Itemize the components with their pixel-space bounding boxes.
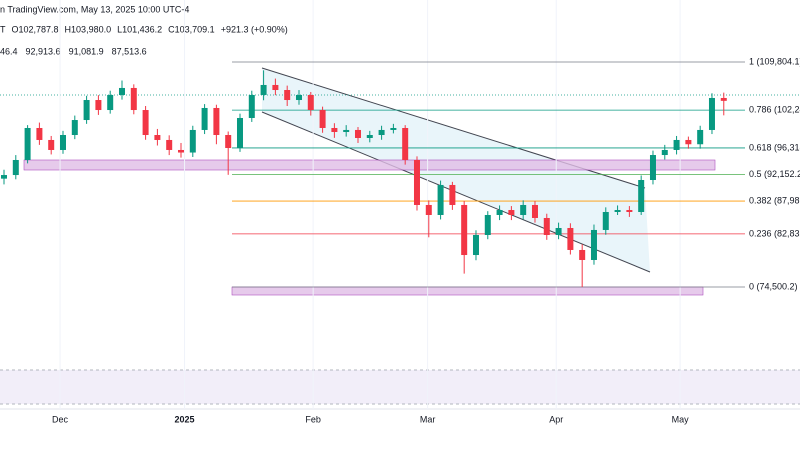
candle-body (48, 139, 55, 150)
candle-body (402, 127, 409, 160)
candle-body (649, 155, 656, 180)
candle-body (319, 110, 326, 128)
candle-body (24, 127, 31, 160)
ohlc-item: C103,709.1 (168, 24, 215, 34)
fib-label: 0.236 (82,832 (749, 228, 800, 238)
fib-label: 1 (109,804.1) (749, 56, 800, 66)
candle-body (354, 129, 361, 138)
candle-body (720, 97, 727, 101)
candle-body (59, 135, 66, 150)
ohlc-item: O102,787.8 (12, 24, 59, 34)
candle-body (225, 135, 232, 149)
x-tick-label: Mar (420, 414, 436, 424)
candle-body (472, 235, 479, 256)
candle-body (331, 127, 338, 133)
source: n TradingView.com, May 13, 2025 10:00 UT… (0, 4, 189, 14)
candle-body (95, 100, 102, 111)
zone (23, 159, 716, 171)
x-tick-label: 2025 (175, 414, 195, 424)
candle-body (71, 120, 78, 136)
candle-body (579, 249, 586, 260)
fib-label: 0.5 (92,152.2 (749, 169, 800, 179)
candle-body (508, 210, 515, 215)
plot: Dec 2025 Feb Mar Apr May 1 (109,804.1) 0.786 (1… (1, 0, 800, 424)
ohlc-item: L101,436.2 (117, 24, 162, 34)
fib-label: 0.382 (87,986 (749, 195, 800, 205)
candle-body (661, 149, 668, 156)
ma-value: 46.4 (0, 46, 18, 56)
candle-body (118, 87, 125, 95)
candle-body (567, 227, 574, 250)
candle-body (378, 129, 385, 136)
ohlc-item: +921.3 (+0.90%) (221, 24, 288, 34)
fib-label: 0 (74,500.2) (749, 281, 798, 291)
candle-body (213, 107, 220, 136)
candle-body (520, 204, 527, 215)
header: n TradingView.com, May 13, 2025 10:00 UT… (0, 4, 288, 56)
candle-body (154, 135, 161, 140)
ma-value: 91,081.9 (69, 46, 104, 56)
candle-body (177, 149, 184, 153)
candle-body (449, 184, 456, 205)
candle-body (484, 214, 491, 236)
fib-label: 0.786 (102,24 (749, 105, 800, 115)
candle-body (201, 107, 208, 130)
candle-body (626, 210, 633, 212)
candle-body (590, 229, 597, 260)
candle-body (236, 117, 243, 149)
rsi-panel (0, 370, 800, 404)
candle-body (295, 94, 302, 101)
candle-body (390, 127, 397, 130)
candle-body (697, 129, 704, 145)
candle-body (555, 227, 562, 236)
candle-body (461, 204, 468, 256)
candle-body (425, 204, 432, 215)
candle-body (685, 139, 692, 145)
candle-body (130, 87, 137, 111)
candle-body (614, 210, 621, 212)
candle-body (142, 110, 149, 136)
candle-body (343, 129, 350, 133)
candle-body (413, 159, 420, 205)
candle-body (437, 184, 444, 215)
candle-body (531, 204, 538, 218)
trendline (261, 111, 651, 273)
ohlc-item: H103,980.0 (65, 24, 112, 34)
ohlc-item: T (0, 24, 6, 34)
candle-body (602, 211, 609, 230)
candle-body (307, 94, 314, 111)
candle-body (708, 97, 715, 130)
x-tick-label: Dec (52, 414, 69, 424)
candle-body (248, 94, 255, 118)
candle-body (638, 180, 645, 212)
candle-body (366, 135, 373, 138)
zone (231, 286, 704, 296)
ma-value: 87,513.6 (112, 46, 147, 56)
fib-label: 0.618 (96,318 (749, 142, 800, 152)
x-tick-label: Feb (305, 414, 321, 424)
candle-body (496, 210, 503, 215)
candle-body (1, 175, 8, 179)
candle-body (543, 217, 550, 236)
candle-body (189, 129, 196, 153)
ma-value: 92,913.6 (26, 46, 61, 56)
candle-body (107, 94, 114, 111)
candle-body (36, 127, 43, 140)
candle-body (260, 84, 267, 95)
candle-body (83, 100, 90, 121)
candle-body (166, 139, 173, 150)
x-tick-label: May (672, 414, 690, 424)
candle-body (272, 84, 279, 91)
x-tick-label: Apr (549, 414, 563, 424)
candle-body (12, 159, 19, 176)
candle-body (284, 90, 291, 101)
candle-body (673, 139, 680, 150)
